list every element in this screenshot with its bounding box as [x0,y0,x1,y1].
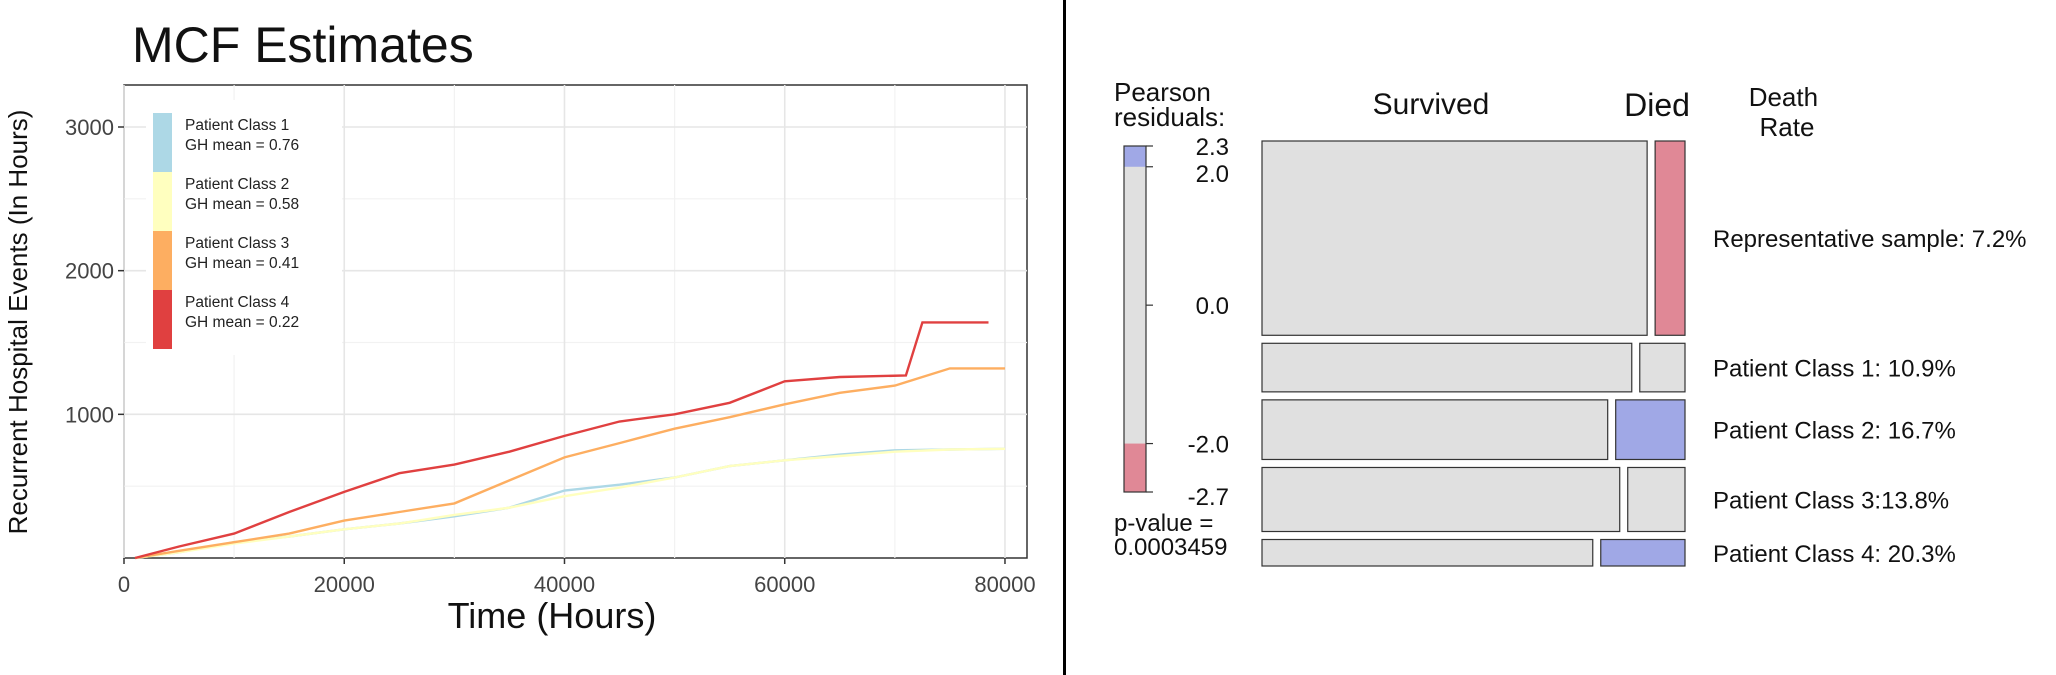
legend-label-4: Patient Class 4 [185,294,290,311]
y-tick-label: 3000 [65,115,114,140]
tile-died-1 [1654,140,1686,336]
residual-tick-label: -2.0 [1188,432,1229,459]
x-tick-label: 60000 [754,572,815,597]
legend-swatch-2 [153,172,172,231]
legend-sublabel-2: GH mean = 0.58 [185,196,299,213]
legend-label-1: Patient Class 1 [185,117,289,134]
series-line-4 [134,321,989,560]
death-rate-header: Death Rate [1749,82,1826,142]
y-tick-label: 2000 [65,259,114,284]
mosaic-tiles [1261,140,1686,567]
axis-ticks: 0 20000 40000 60000 80000 1000 2000 3000 [65,115,1036,597]
chart-title: MCF Estimates [132,17,474,73]
residual-tick-label: 2.0 [1196,161,1229,188]
residual-tick-label: -2.7 [1188,484,1229,511]
residual-bar-positive [1124,146,1146,167]
mcf-chart: MCF Estimates Patient Class 1 GH mean = 0… [3,17,1036,636]
residual-legend-title: Pearson residuals: [1114,77,1225,132]
x-tick-label: 0 [118,572,130,597]
row-label-3: Patient Class 2: 16.7% [1713,418,1956,445]
x-axis-label: Time (Hours) [448,595,657,636]
row-label-2: Patient Class 1: 10.9% [1713,356,1956,383]
tile-died-2 [1639,342,1686,393]
legend-sublabel-3: GH mean = 0.41 [185,255,299,272]
x-tick-label: 20000 [314,572,375,597]
legend-box [146,100,342,355]
y-axis-label: Recurrent Hospital Events (In Hours) [3,110,33,535]
residual-bar-neutral [1124,146,1146,492]
death-rate-header-line2: Rate [1760,112,1815,142]
residual-tick-label: 2.3 [1196,134,1229,161]
legend-label-3: Patient Class 3 [185,235,289,252]
legend-swatch-1 [153,113,172,172]
column-header-survived: Survived [1373,88,1490,121]
x-tick-label: 40000 [534,572,595,597]
legend-sublabel-4: GH mean = 0.22 [185,314,299,331]
series-lines [134,321,1006,560]
series-line-3 [134,367,1005,560]
tile-died-5 [1600,538,1686,567]
y-tick-label: 1000 [65,402,114,427]
tile-survived-3 [1261,399,1609,461]
row-labels: Representative sample: 7.2% Patient Class… [1713,226,2027,568]
residual-legend-title-line2: residuals: [1114,102,1225,132]
residual-bar-frame [1123,145,1147,493]
x-tick-label: 80000 [974,572,1035,597]
legend-sublabel-1: GH mean = 0.76 [185,137,299,154]
tile-survived-5 [1261,538,1594,567]
p-value: 0.0003459 [1114,534,1227,561]
tile-survived-4 [1261,466,1621,533]
mosaic-chart: Pearson residuals: 2.32.0 0.0 -2.0 -2.7 p-v… [1114,77,2027,568]
tile-died-4 [1627,466,1686,533]
legend: Patient Class 1 GH mean = 0.76 Patient Cla… [146,100,342,355]
panel-divider [1063,0,1066,675]
p-value-label: p-value = [1114,510,1213,537]
column-header-died: Died [1624,87,1690,123]
residual-tick-label: 0.0 [1196,293,1229,320]
residual-color-bar: 2.32.0 0.0 -2.0 -2.7 [1123,134,1229,511]
residual-legend-title-line1: Pearson [1114,77,1211,107]
legend-swatch-3 [153,231,172,290]
row-label-4: Patient Class 3:13.8% [1713,487,1949,514]
row-label-1: Representative sample: 7.2% [1713,226,2027,253]
legend-swatch-4 [153,290,172,349]
death-rate-header-line1: Death [1749,82,1818,112]
tile-died-3 [1615,399,1686,461]
legend-label-2: Patient Class 2 [185,176,289,193]
tile-survived-2 [1261,342,1633,393]
residual-bar-negative [1124,443,1146,492]
series-line-2 [134,447,1006,560]
row-label-5: Patient Class 4: 20.3% [1713,541,1956,568]
tile-survived-1 [1261,140,1648,336]
